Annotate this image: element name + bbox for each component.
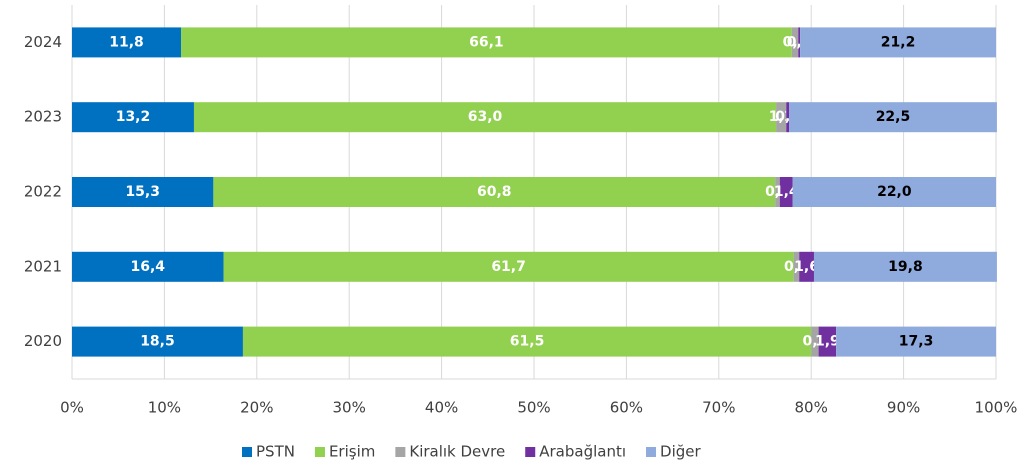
value-label: 11,8 [109,34,144,50]
value-label: 63,0 [468,109,503,125]
value-label: 66,1 [469,34,504,50]
y-tick-label: 2021 [24,257,62,275]
legend-label: Erişim [329,443,375,461]
y-tick-label: 2022 [24,183,62,201]
x-tick-label: 20% [240,399,273,417]
value-label: 61,5 [510,334,545,350]
value-label: 1,9 [815,334,840,350]
y-tick-label: 2023 [24,108,62,126]
bar-segment [792,177,996,207]
y-tick-label: 2020 [24,332,62,350]
bar-segment [72,27,182,58]
bar-segment [789,102,997,133]
legend-label: Kiralık Devre [409,443,505,461]
bar-segment [800,27,996,58]
bar-segment [791,27,799,58]
value-label: 16,4 [130,259,165,275]
x-tick-label: 50% [517,399,550,417]
value-label: 60,8 [477,184,512,200]
value-label: 1,6 [794,259,819,275]
value-label: 22,0 [877,184,912,200]
value-label: 13,2 [116,109,151,125]
bar-segment [72,251,224,282]
bar-segment [793,251,800,282]
value-label: 61,7 [491,259,526,275]
legend-swatch [646,447,657,457]
bar-segment [775,177,780,207]
value-label: 15,3 [125,184,160,200]
x-tick-label: 100% [975,399,1018,417]
legend-swatch [395,447,406,457]
value-label: 17,3 [899,334,934,350]
x-tick-label: 60% [610,399,643,417]
bar-segment [72,177,214,207]
bar-segment [799,251,814,282]
x-tick-label: 0% [60,399,84,417]
value-label: 18,5 [140,334,175,350]
legend-swatch [525,447,536,457]
bar-segment [786,102,790,133]
value-label: 21,2 [881,34,916,50]
x-tick-label: 70% [702,399,735,417]
x-tick-label: 30% [333,399,366,417]
bar-segment [213,177,776,207]
bar-segment [813,251,997,282]
value-label: 22,5 [876,109,911,125]
bar-segment [193,102,777,133]
value-label: 1,4 [774,184,799,200]
x-tick-label: 80% [795,399,828,417]
x-tick-label: 90% [887,399,920,417]
bar-segment [811,326,819,357]
legend-swatch [314,447,325,457]
legend-label: Diğer [660,443,701,461]
x-tick-label: 40% [425,399,458,417]
x-tick-label: 10% [148,399,181,417]
bar-segment [776,102,787,133]
bar-segment [181,27,792,58]
y-tick-label: 2024 [24,33,62,51]
bar-segment [242,326,812,357]
legend-label: Arabağlantı [539,443,626,461]
bar-segment [818,326,837,357]
bar-segment [72,326,243,357]
bar-segment [779,177,793,207]
bar-segment [72,102,194,133]
legend-label: PSTN [256,443,295,461]
bar-segment [836,326,996,357]
legend-swatch [242,447,252,457]
bar-segment [798,27,801,58]
value-label: 19,8 [888,259,923,275]
bar-segment [223,251,794,282]
